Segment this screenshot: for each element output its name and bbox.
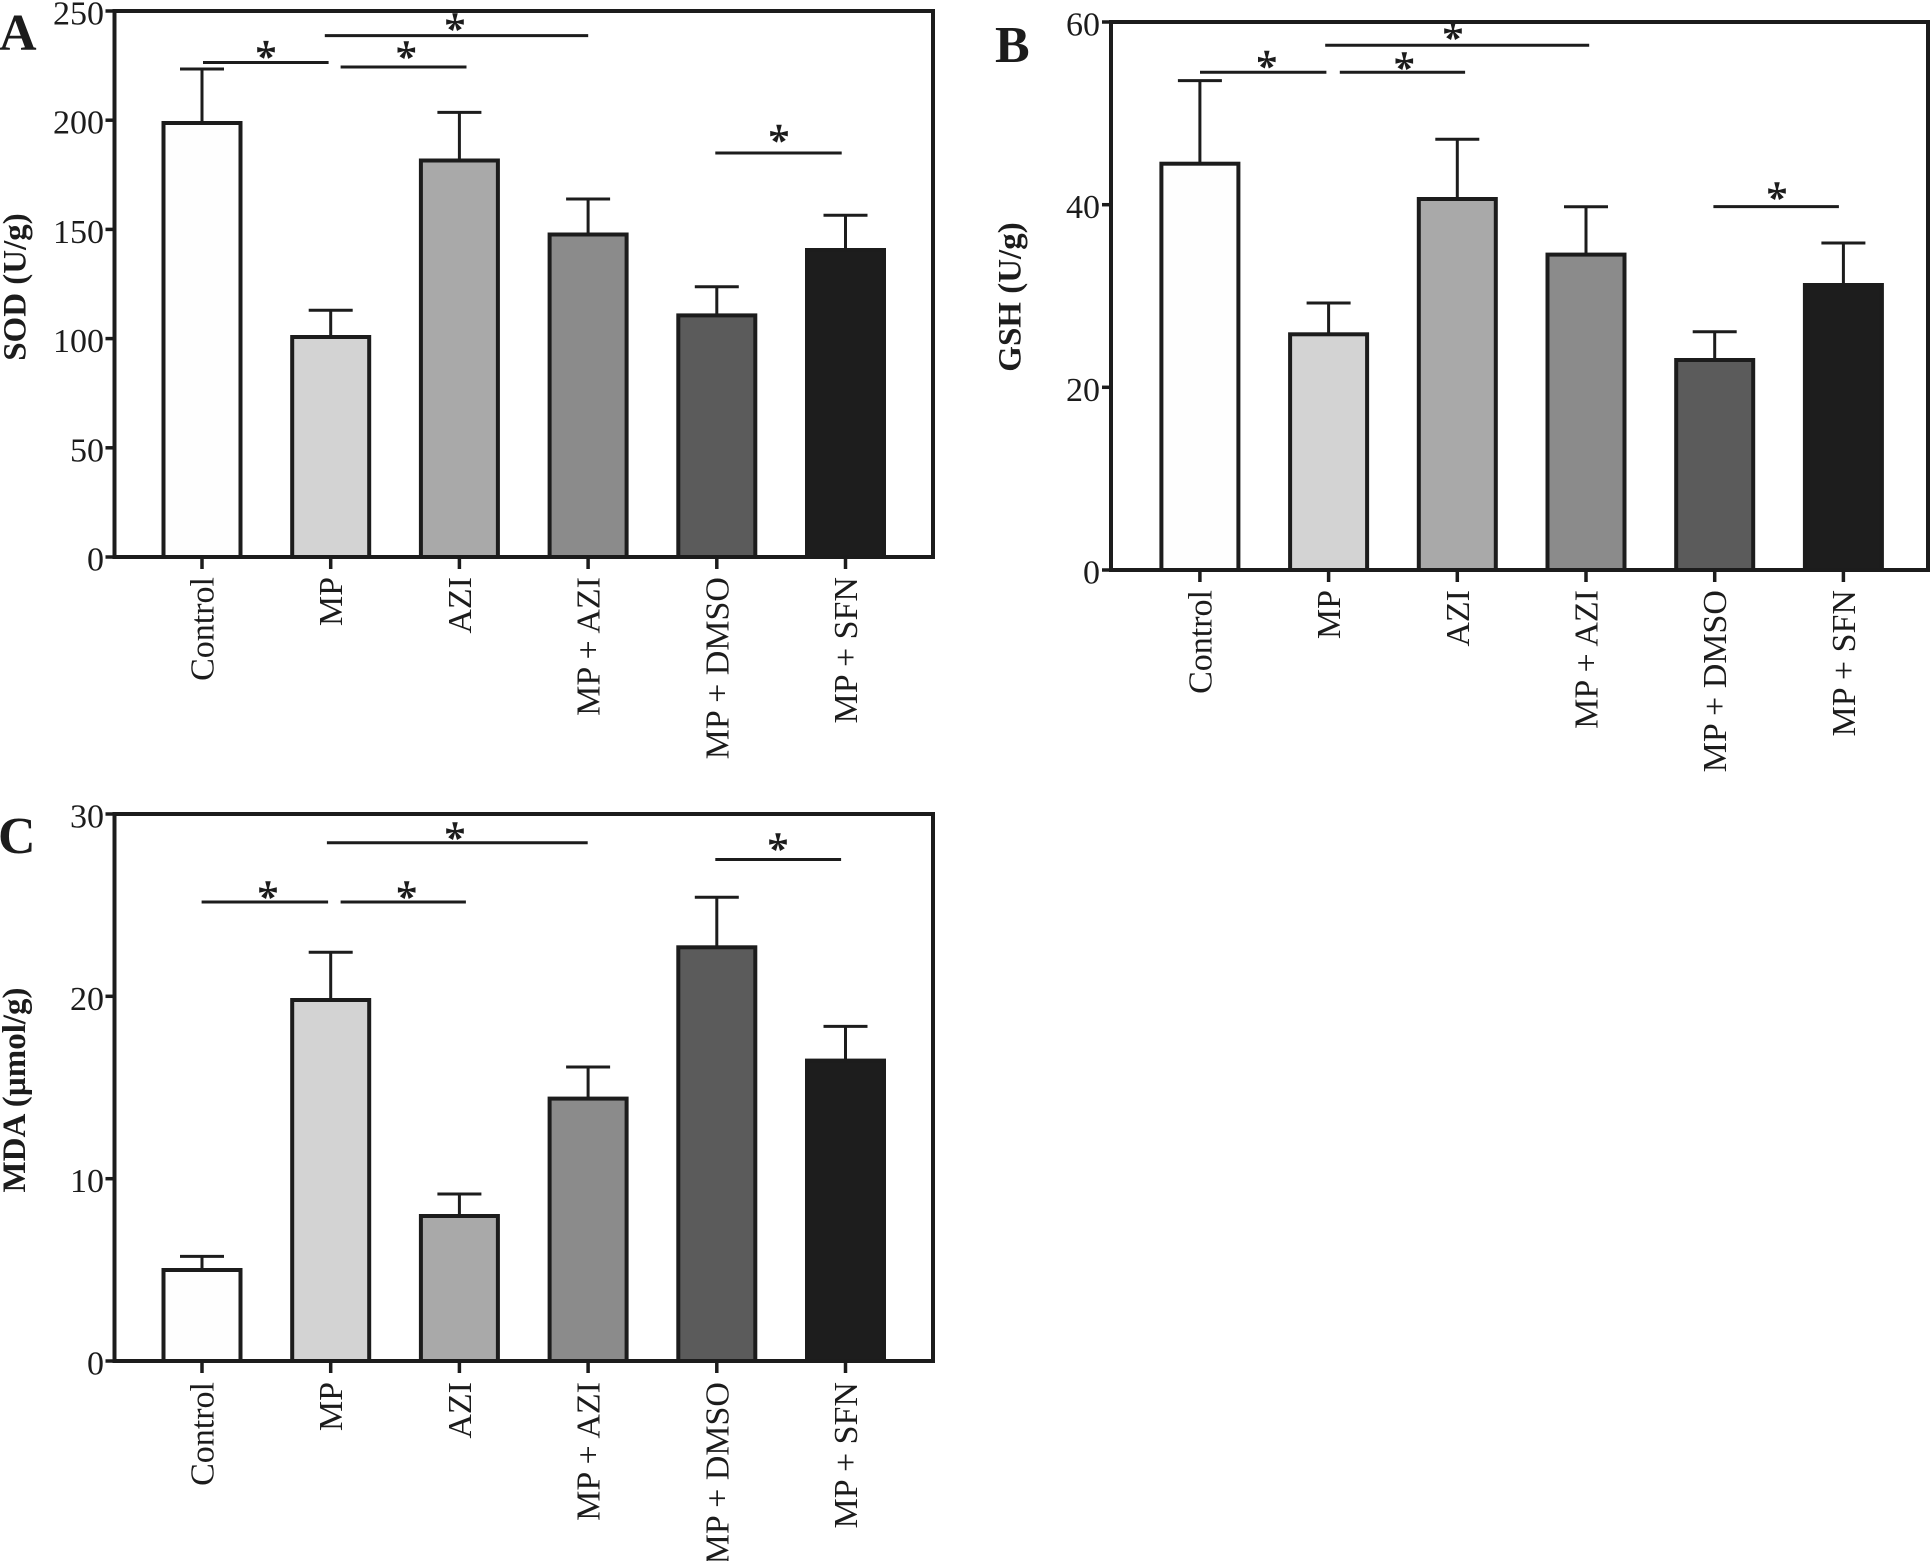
svg-text:100: 100 [53, 323, 104, 360]
svg-text:MP: MP [313, 1382, 350, 1431]
svg-text:SOD (U/g): SOD (U/g) [0, 213, 34, 361]
svg-text:Control: Control [185, 577, 222, 681]
svg-text:MP + DMSO: MP + DMSO [699, 577, 736, 759]
svg-text:30: 30 [70, 799, 104, 836]
svg-text:MP + SFN: MP + SFN [828, 577, 865, 723]
svg-text:10: 10 [70, 1163, 104, 1200]
svg-text:B: B [995, 17, 1030, 74]
svg-text:60: 60 [1066, 7, 1100, 44]
svg-text:0: 0 [87, 1346, 104, 1383]
svg-text:AZI: AZI [442, 1382, 479, 1439]
svg-text:MP: MP [313, 577, 350, 626]
svg-text:MP + SFN: MP + SFN [828, 1382, 865, 1528]
svg-text:20: 20 [70, 981, 104, 1018]
svg-text:AZI: AZI [1440, 590, 1477, 647]
svg-text:C: C [0, 808, 36, 865]
svg-text:MP + SFN: MP + SFN [1826, 590, 1863, 736]
svg-text:AZI: AZI [442, 577, 479, 634]
svg-text:200: 200 [53, 105, 104, 142]
svg-text:0: 0 [1083, 555, 1100, 592]
svg-text:MP + AZI: MP + AZI [571, 577, 608, 716]
svg-text:Control: Control [185, 1382, 222, 1486]
svg-text:MP + DMSO: MP + DMSO [699, 1382, 736, 1561]
svg-text:0: 0 [87, 542, 104, 579]
svg-text:50: 50 [70, 432, 104, 469]
svg-text:A: A [0, 5, 37, 62]
svg-text:MDA (µmol/g): MDA (µmol/g) [0, 987, 33, 1192]
svg-text:150: 150 [53, 214, 104, 251]
svg-text:MP: MP [1311, 590, 1348, 639]
svg-text:Control: Control [1182, 590, 1219, 694]
svg-text:GSH (U/g): GSH (U/g) [993, 222, 1029, 371]
svg-text:40: 40 [1066, 189, 1100, 226]
svg-text:MP + AZI: MP + AZI [1569, 590, 1606, 729]
svg-text:MP + AZI: MP + AZI [571, 1382, 608, 1521]
svg-text:20: 20 [1066, 372, 1100, 409]
svg-text:250: 250 [53, 0, 104, 33]
svg-text:MP + DMSO: MP + DMSO [1697, 590, 1734, 772]
